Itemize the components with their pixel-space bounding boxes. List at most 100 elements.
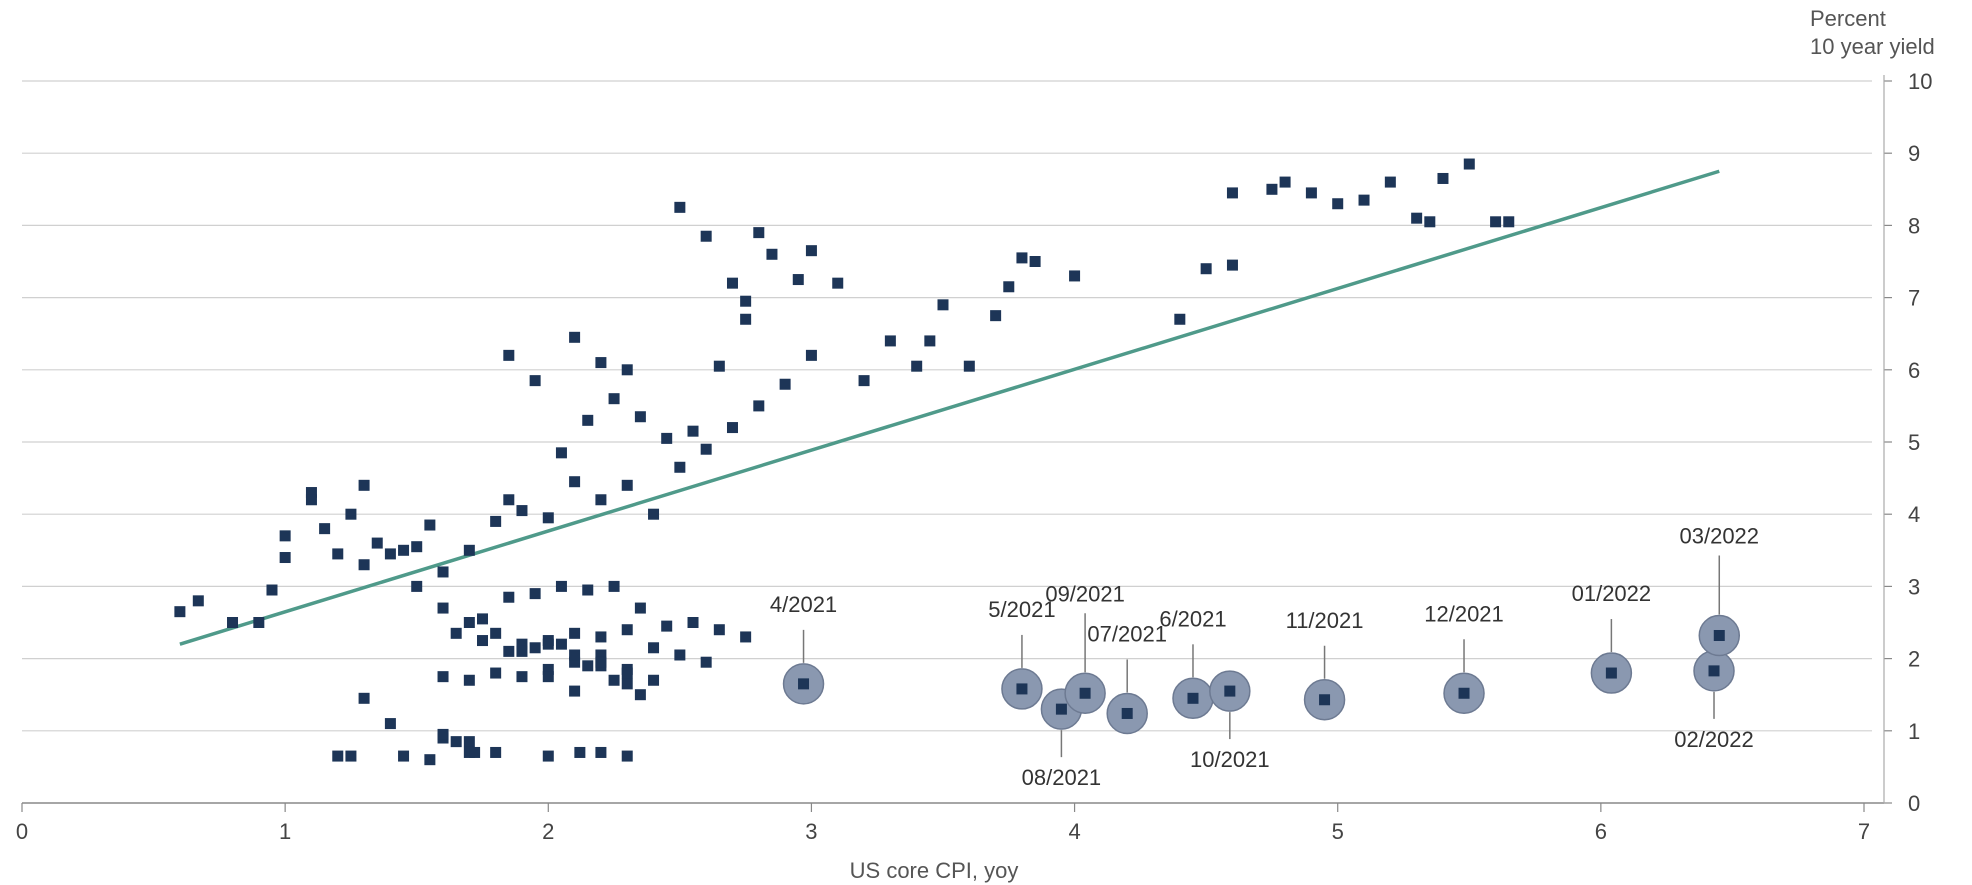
data-point	[398, 750, 410, 762]
data-point	[1174, 313, 1186, 325]
data-point	[542, 750, 554, 762]
data-point	[595, 656, 607, 668]
data-point	[1200, 263, 1212, 275]
data-point	[358, 479, 370, 491]
data-point	[569, 649, 581, 661]
data-point	[963, 360, 975, 372]
highlight-point-marker	[1187, 692, 1199, 704]
data-point	[279, 530, 291, 542]
data-point	[437, 602, 449, 614]
data-point	[805, 245, 817, 257]
data-point	[516, 638, 528, 650]
data-point	[490, 515, 502, 527]
data-point	[753, 400, 765, 412]
data-point	[805, 349, 817, 361]
y-axis-title-line-2: 10 year yield	[1810, 34, 1935, 59]
data-point	[687, 617, 699, 628]
data-point	[469, 746, 481, 758]
highlighted-point: 4/2021	[770, 592, 837, 705]
data-point	[674, 201, 686, 213]
trend-line	[179, 169, 1720, 646]
data-point	[582, 660, 594, 672]
grid-lines	[22, 80, 1872, 732]
highlighted-point: 11/2021	[1286, 608, 1364, 721]
data-point	[621, 750, 633, 762]
data-point	[227, 617, 239, 628]
x-axis-title: US core CPI, yoy	[850, 858, 1019, 883]
data-point	[1411, 212, 1423, 224]
data-point	[1003, 281, 1015, 293]
highlighted-point: 02/2022	[1674, 650, 1754, 752]
data-point	[1266, 183, 1278, 195]
highlight-label: 01/2022	[1572, 581, 1652, 606]
data-point	[740, 631, 752, 643]
data-point	[574, 746, 586, 758]
data-point	[648, 674, 660, 686]
highlight-label: 10/2021	[1190, 747, 1270, 772]
data-point	[595, 357, 607, 369]
y-axis-title-line-1: Percent	[1810, 6, 1886, 31]
data-point	[832, 277, 844, 289]
x-tick-label: 1	[279, 819, 291, 844]
highlight-point-marker	[1319, 694, 1331, 706]
data-point	[437, 671, 449, 683]
highlight-label: 02/2022	[1674, 727, 1754, 752]
highlighted-point: 03/2022	[1680, 523, 1759, 657]
highlighted-point: 01/2022	[1572, 581, 1652, 694]
highlight-point-marker	[1713, 629, 1725, 641]
data-point	[358, 692, 370, 704]
data-point	[1424, 216, 1436, 228]
data-point	[450, 627, 462, 639]
data-point	[582, 414, 594, 426]
data-point	[319, 523, 331, 535]
data-point	[700, 656, 712, 668]
data-point	[437, 728, 449, 740]
data-point	[608, 393, 620, 405]
data-point	[608, 674, 620, 686]
data-point	[555, 580, 567, 592]
highlighted-point: 12/2021	[1424, 601, 1504, 715]
data-point	[634, 689, 646, 701]
data-point	[463, 544, 475, 556]
data-point	[569, 656, 581, 668]
data-point	[1490, 216, 1502, 228]
data-point	[634, 602, 646, 614]
highlight-label: 07/2021	[1087, 621, 1167, 646]
data-point	[450, 736, 462, 748]
data-point	[477, 635, 488, 647]
data-point	[542, 638, 554, 650]
y-tick-label: 6	[1908, 358, 1920, 383]
highlight-label: 12/2021	[1424, 601, 1504, 626]
y-tick-label: 3	[1908, 574, 1920, 599]
data-point	[332, 548, 344, 560]
data-point	[661, 432, 673, 444]
data-point	[516, 505, 528, 517]
highlighted-point: 07/2021	[1087, 621, 1167, 735]
data-point	[621, 624, 633, 636]
data-point	[884, 335, 896, 347]
data-point	[621, 364, 633, 376]
data-point	[345, 750, 357, 762]
data-point	[332, 750, 344, 762]
data-point	[1332, 198, 1344, 210]
highlight-point-marker	[1121, 707, 1133, 719]
data-point	[411, 541, 423, 553]
data-point	[634, 411, 646, 423]
data-point	[1069, 270, 1081, 282]
data-point	[674, 461, 686, 473]
highlight-label: 5/2021	[988, 597, 1055, 622]
y-tick-label: 10	[1908, 69, 1932, 94]
data-point	[1226, 259, 1238, 271]
data-point	[648, 642, 660, 654]
data-point	[740, 313, 752, 325]
data-point	[345, 508, 357, 520]
x-tick-label: 5	[1332, 819, 1344, 844]
highlight-label: 08/2021	[1022, 765, 1102, 790]
y-tick-label: 8	[1908, 213, 1920, 238]
data-point	[358, 559, 370, 571]
highlighted-point: 09/2021	[1045, 581, 1125, 715]
data-point	[1305, 187, 1317, 199]
data-point	[503, 349, 515, 361]
